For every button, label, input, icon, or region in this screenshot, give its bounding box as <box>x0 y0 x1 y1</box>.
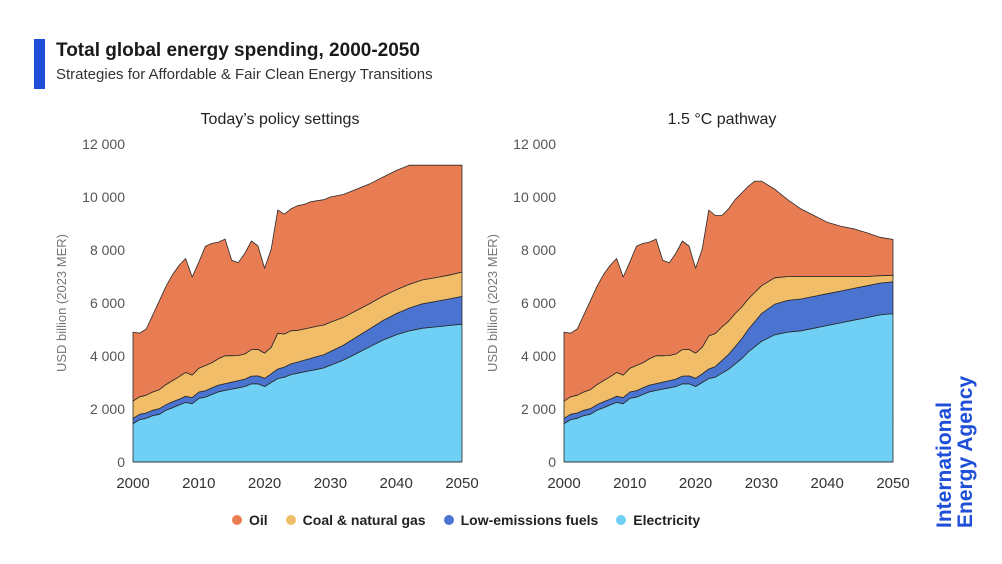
y-tick-label: 12 000 <box>82 136 125 152</box>
y-tick-label: 12 000 <box>513 136 556 152</box>
x-tick-label: 2020 <box>679 475 712 492</box>
y-tick-label: 2 000 <box>90 401 125 417</box>
legend-label-coal-gas: Coal & natural gas <box>302 512 426 528</box>
y-tick-label: 8 000 <box>521 242 556 258</box>
y-axis-label: USD billion (2023 MER) <box>485 234 500 372</box>
x-tick-label: 2000 <box>547 475 580 492</box>
y-tick-label: 6 000 <box>521 295 556 311</box>
x-tick-label: 2040 <box>380 475 413 492</box>
x-tick-label: 2010 <box>613 475 646 492</box>
area-oil <box>132 164 463 402</box>
legend-label-oil: Oil <box>249 512 268 528</box>
legend-item-oil: Oil <box>232 512 268 528</box>
panel-title-1: 1.5 °C pathway <box>668 111 777 128</box>
y-axis-label: USD billion (2023 MER) <box>54 234 69 372</box>
legend-swatch-coal-gas <box>285 515 296 525</box>
x-tick-label: 2000 <box>116 475 149 492</box>
y-tick-label: 8 000 <box>90 242 125 258</box>
iea-logo: International Energy Agency <box>933 375 977 528</box>
legend-item-low-emissions: Low-emissions fuels <box>443 512 599 528</box>
legend-swatch-electricity <box>616 515 627 525</box>
legend-swatch-oil <box>232 515 242 525</box>
x-tick-label: 2050 <box>445 475 478 492</box>
x-tick-label: 2010 <box>182 475 215 492</box>
y-tick-label: 0 <box>548 454 556 470</box>
legend: Oil Coal & natural gas Low-emissions fue… <box>232 512 700 528</box>
x-tick-label: 2050 <box>876 475 909 492</box>
y-tick-label: 2 000 <box>521 401 556 417</box>
y-tick-label: 10 000 <box>82 189 125 205</box>
y-tick-label: 4 000 <box>90 348 125 364</box>
x-tick-label: 2020 <box>248 475 281 492</box>
chart-subtitle: Strategies for Affordable & Fair Clean E… <box>56 66 433 83</box>
title-accent-bar <box>34 39 45 89</box>
chart-title: Total global energy spending, 2000-2050 <box>56 40 420 61</box>
area-oil <box>563 180 894 402</box>
legend-label-low-emissions: Low-emissions fuels <box>460 512 599 528</box>
logo-line-1: International <box>933 401 956 528</box>
legend-label-electricity: Electricity <box>633 512 701 528</box>
x-tick-label: 2030 <box>314 475 347 492</box>
legend-item-coal-gas: Coal & natural gas <box>285 512 426 528</box>
y-tick-label: 10 000 <box>513 189 556 205</box>
legend-item-electricity: Electricity <box>616 512 700 528</box>
panel-title-0: Today’s policy settings <box>201 111 360 128</box>
logo-line-2: Energy Agency <box>954 375 977 528</box>
y-tick-label: 4 000 <box>521 348 556 364</box>
legend-swatch-low-emissions <box>443 515 454 525</box>
x-tick-label: 2030 <box>745 475 778 492</box>
y-tick-label: 0 <box>117 454 125 470</box>
x-tick-label: 2040 <box>811 475 844 492</box>
y-tick-label: 6 000 <box>90 295 125 311</box>
